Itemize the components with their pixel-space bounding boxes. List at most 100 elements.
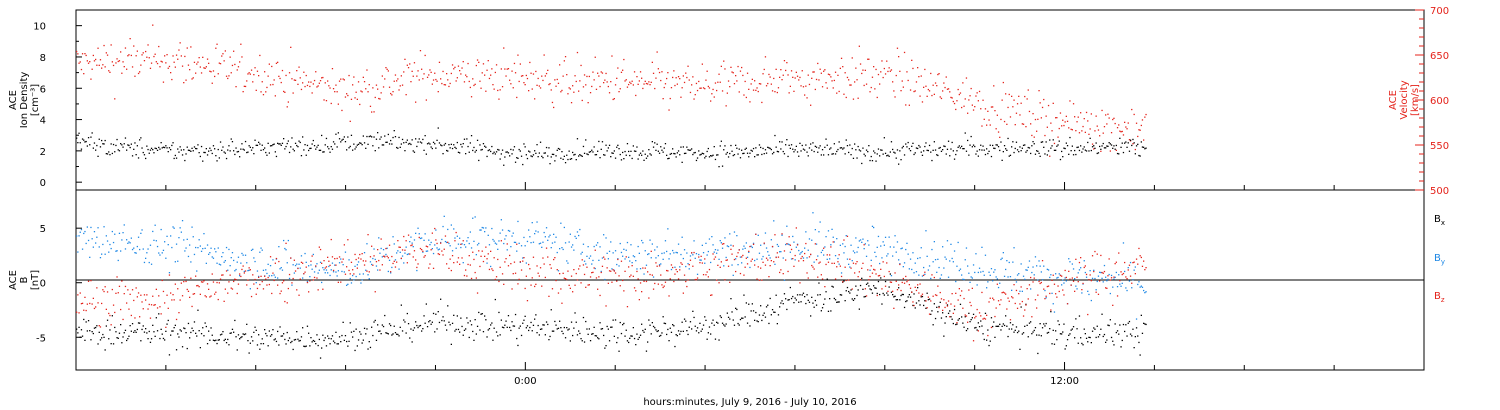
density-point [763, 153, 765, 155]
axis-label-line: ACE [8, 90, 19, 110]
velocity-point [187, 64, 190, 66]
b-z-point [550, 267, 552, 269]
b-z-point [411, 244, 413, 246]
b-y-point [598, 259, 600, 261]
b-y-point [877, 235, 880, 238]
b-y-point [121, 239, 123, 241]
velocity-point [177, 58, 179, 60]
b-z-point [1096, 253, 1098, 255]
density-point [779, 141, 781, 143]
b-x-point [623, 322, 625, 325]
b-x-point [467, 322, 469, 324]
velocity-point [1053, 142, 1056, 145]
velocity-point [927, 88, 929, 91]
b-z-point [637, 278, 639, 280]
b-z-point [530, 284, 532, 286]
b-y-point [166, 235, 168, 237]
density-point [371, 136, 373, 138]
velocity-point [1081, 130, 1083, 132]
velocity-point [1120, 131, 1122, 133]
b-x-point [705, 319, 707, 321]
b-y-point [834, 255, 837, 257]
density-point [367, 143, 369, 145]
density-point [614, 157, 617, 159]
density-point [302, 136, 304, 138]
b-z-point [1100, 254, 1102, 257]
b-y-point [733, 231, 736, 233]
density-point [958, 145, 960, 147]
velocity-point [629, 81, 631, 83]
b-z-point [379, 269, 381, 271]
b-x-point [693, 316, 695, 319]
b-x-point [321, 347, 323, 349]
b-x-point [901, 293, 903, 296]
b-y-point [319, 261, 322, 263]
velocity-point [1070, 128, 1072, 130]
b-x-point [1135, 327, 1138, 329]
b-z-point [120, 308, 122, 311]
density-point [115, 144, 117, 147]
b-x-point [961, 316, 963, 318]
b-z-point [344, 273, 347, 275]
velocity-point [986, 124, 988, 126]
b-x-point [134, 330, 136, 332]
b-x-point [387, 333, 389, 335]
b-y-point [587, 246, 589, 248]
density-point [706, 150, 708, 153]
b-x-point [967, 328, 969, 330]
b-x-point [485, 319, 487, 321]
b-z-point [209, 296, 211, 298]
density-point [677, 150, 680, 152]
b-y-point [526, 240, 529, 243]
b-z-point [869, 275, 871, 278]
density-point [280, 144, 282, 146]
b-x-point [115, 331, 117, 333]
b-z-point [942, 309, 944, 311]
b-z-point [541, 285, 543, 287]
b-x-point [918, 300, 920, 302]
b-x-point [926, 292, 928, 294]
b-y-point [543, 231, 545, 234]
b-y-point [152, 230, 154, 233]
density-point [1074, 149, 1076, 152]
b-y-point [611, 268, 613, 270]
b-x-point [1069, 333, 1071, 335]
density-point [731, 150, 733, 152]
b-y-point [331, 262, 334, 264]
b-z-point [603, 256, 605, 258]
density-point [724, 145, 726, 147]
density-point [399, 146, 401, 148]
b-y-point [612, 252, 614, 254]
velocity-point [103, 44, 105, 47]
velocity-point [829, 74, 831, 76]
density-point [962, 148, 964, 150]
b-y-point [237, 256, 240, 258]
b-z-point [572, 291, 574, 293]
velocity-point [503, 47, 505, 49]
b-y-point [247, 270, 249, 272]
velocity-point [917, 67, 919, 69]
density-point [789, 147, 791, 149]
velocity-point [624, 80, 626, 82]
b-x-point [937, 311, 939, 313]
b-x-point [667, 328, 669, 331]
b-x-point [745, 302, 747, 304]
b-y-point [443, 215, 445, 217]
density-point [500, 153, 502, 155]
velocity-point [553, 106, 555, 109]
b-x-point [769, 297, 771, 300]
b-y-point [932, 261, 934, 263]
velocity-point [603, 82, 605, 84]
b-z-point [404, 249, 406, 251]
density-point [819, 145, 821, 147]
b-y-point [769, 257, 771, 259]
b-y-point [1037, 279, 1039, 281]
b-x-point [85, 321, 87, 323]
b-y-point [818, 231, 820, 233]
b-x-point [394, 332, 397, 334]
density-point [123, 143, 125, 145]
density-point [209, 147, 211, 149]
velocity-point [1066, 120, 1069, 122]
b-y-point [970, 276, 972, 278]
b-x-point [755, 311, 757, 314]
